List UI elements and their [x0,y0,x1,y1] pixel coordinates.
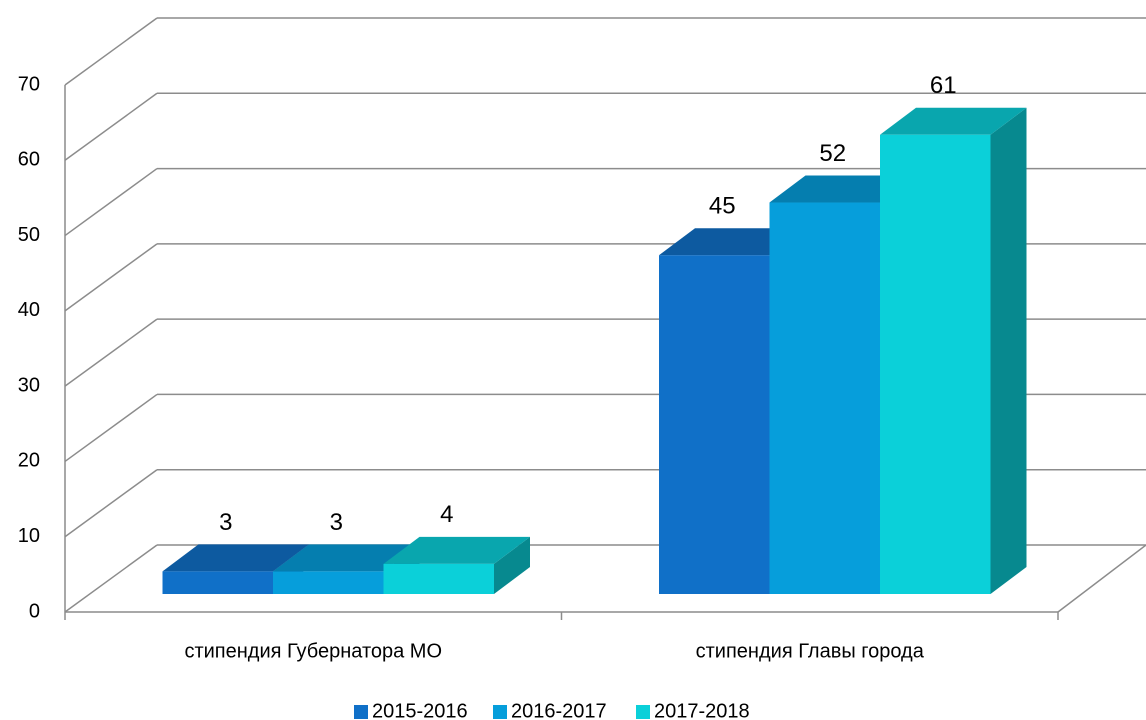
y-tick-label: 20 [18,450,40,472]
grid-line [64,469,158,538]
grid-line [64,17,158,86]
legend-swatch [493,705,507,719]
y-tick-label: 70 [18,73,40,95]
y-tick-label: 60 [18,149,40,171]
bar-top [659,228,806,256]
y-tick-label: 40 [18,299,40,321]
bar-side [494,536,530,594]
y-tick-label: 0 [29,600,40,622]
bar [880,134,991,594]
grid-line [64,318,158,387]
grid: 0 10 20 30 40 50 60 70 [18,17,1146,622]
value-label: 52 [819,140,846,167]
x-tick-label: стипендия Главы города [696,640,925,662]
y-tick-label: 50 [18,224,40,246]
floor-edge [1057,544,1146,613]
bar-top [273,544,420,572]
x-tick-label: стипендия Губернатора МО [184,640,442,662]
bar-top [769,175,916,203]
legend-swatch [636,705,650,719]
value-label: 45 [709,193,736,220]
bar [162,571,273,594]
legend-label: 2017-2018 [654,700,750,720]
legend: 2015-2016 2016-2017 2017-2018 [354,700,750,720]
bar [273,571,384,594]
grid-line [64,393,158,463]
legend-swatch [354,705,368,719]
value-label: 61 [930,72,957,99]
legend-label: 2015-2016 [372,700,468,720]
grid-line [64,544,158,613]
grid-line [64,167,158,237]
grid-line [64,243,158,312]
bar [659,255,770,594]
bars: стипендия Губернатора МО 3 3 4 стипендия Гла… [162,72,1027,662]
legend-label: 2016-2017 [511,700,607,720]
value-label: 4 [440,501,453,528]
value-label: 3 [219,509,232,536]
bar-top [162,544,309,572]
y-tick-label: 10 [18,525,40,547]
bar [383,563,494,594]
y-tick-label: 30 [18,374,40,396]
value-label: 3 [330,509,343,536]
bar-top [383,536,530,564]
bar-side [990,107,1027,594]
bar-top [880,107,1027,135]
bar [769,202,880,594]
grid-line [64,92,158,161]
